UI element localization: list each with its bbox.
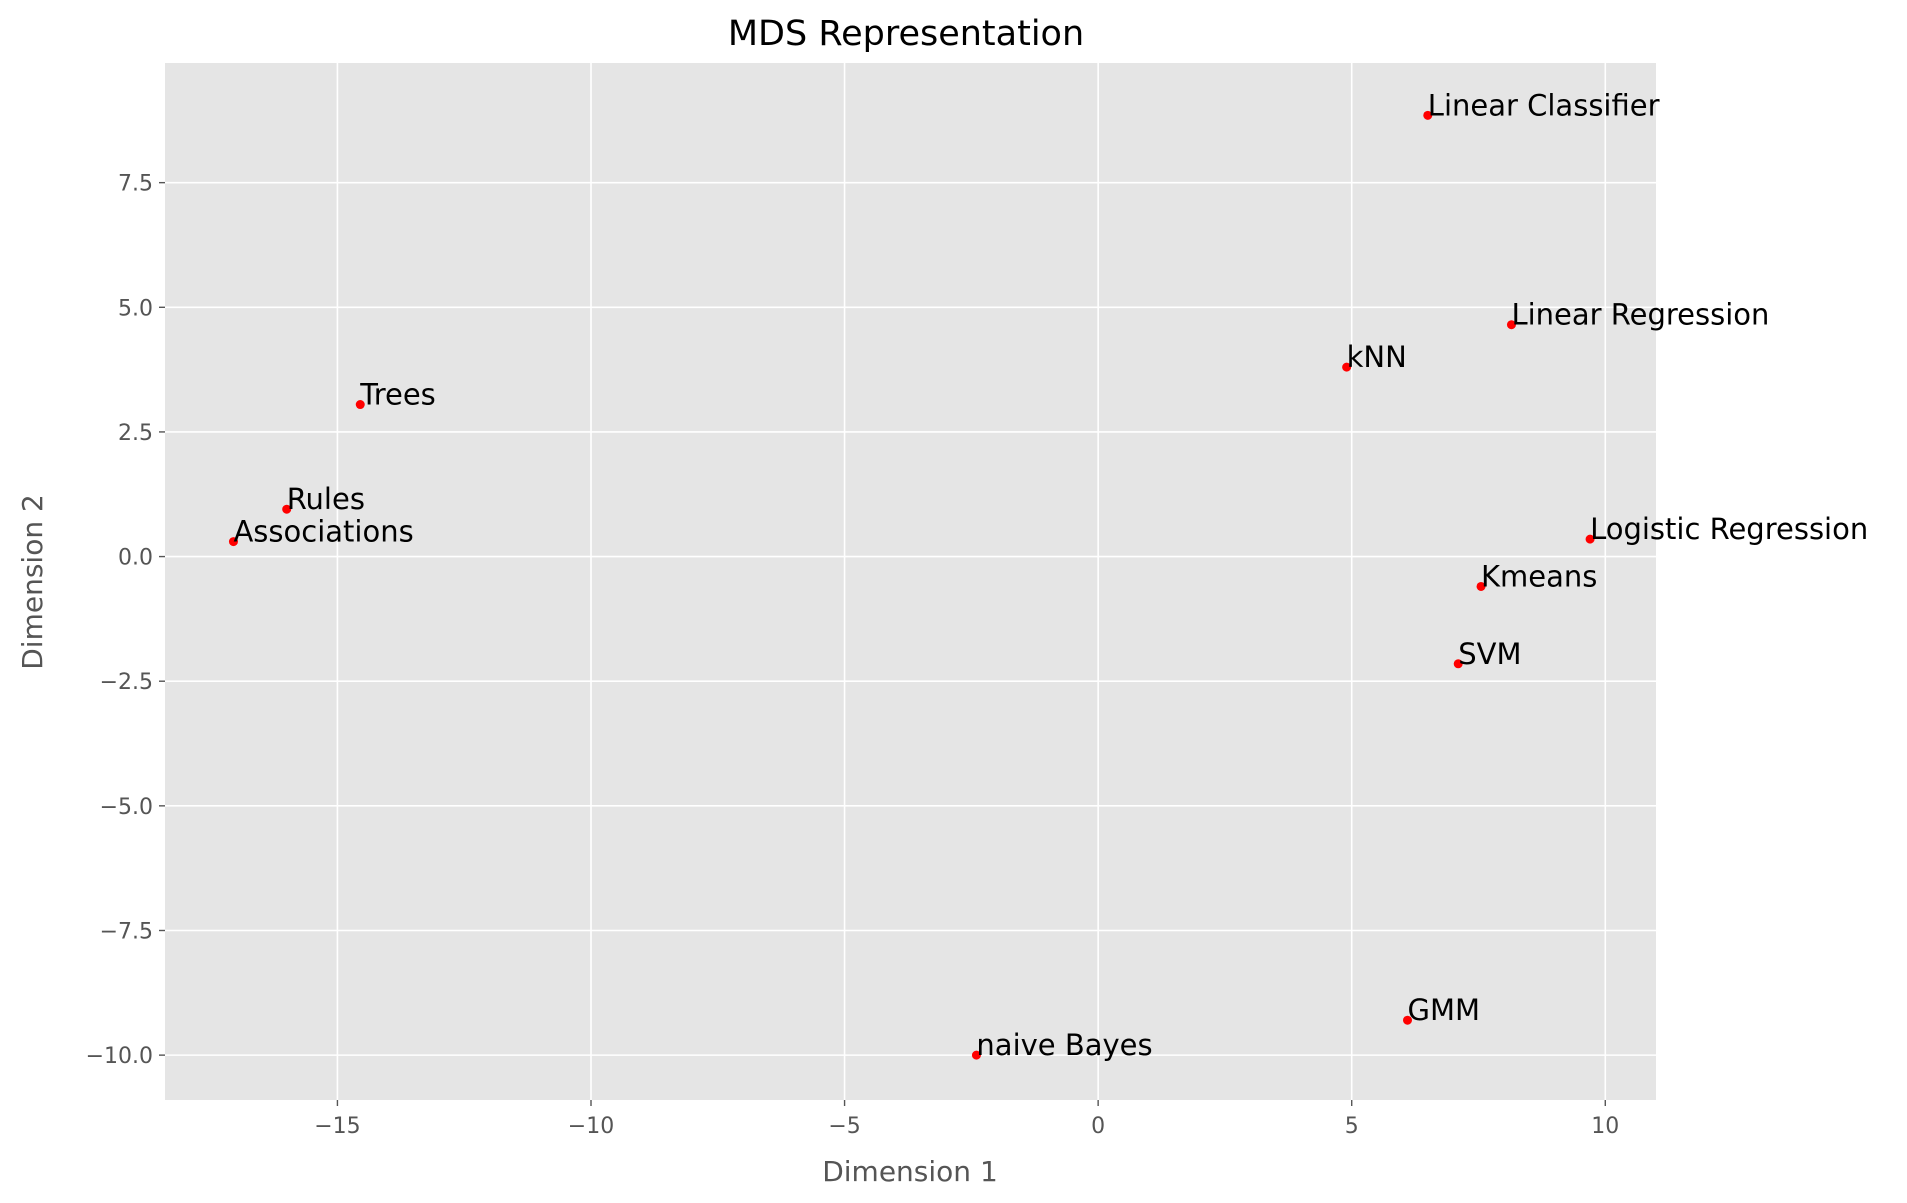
y-tick-label: 2.5 [118,421,153,446]
data-point [971,1050,981,1060]
y-axis-label: Dimension 2 [16,494,49,670]
y-tick-label: 0.0 [118,546,153,571]
x-axis-label: Dimension 1 [822,1155,998,1188]
y-tick-label: −10.0 [86,1044,153,1069]
y-tick-label: −2.5 [100,670,153,695]
point-label: Logistic Regression [1590,512,1868,546]
point-label: naive Bayes [976,1028,1152,1062]
data-point [1476,581,1486,591]
point-label: Trees [359,378,436,412]
x-tick-label: 10 [1591,1114,1619,1139]
data-point [1403,1015,1412,1025]
data-point [1506,320,1516,330]
data-point [1342,362,1352,372]
y-tick-label: −7.5 [100,919,153,944]
x-tick-label: −10 [568,1114,614,1139]
x-tick-label: 0 [1091,1114,1105,1139]
data-point [1423,110,1433,120]
point-label: SVM [1458,637,1521,671]
point-label: GMM [1408,993,1481,1027]
x-tick-label: −15 [314,1114,360,1139]
y-tick-label: 5.0 [118,296,153,321]
x-tick-label: −5 [828,1114,860,1139]
x-tick-label: 5 [1345,1114,1359,1139]
data-point [282,504,292,514]
data-point [355,400,365,410]
point-label: Kmeans [1481,559,1597,593]
point-label: Linear Regression [1511,298,1769,332]
chart-title: MDS Representation [728,14,1084,54]
y-tick-label: −5.0 [100,795,153,820]
axis-ticks: −15 −10 −5 0 5 10 −10.0 −7.5 −5.0 −2.5 0.0 2.5 5.0 7.… [86,172,1620,1139]
grid-lines [165,63,1656,1100]
data-point [1585,534,1595,544]
point-label: kNN [1347,340,1407,374]
data-point [1453,659,1463,669]
y-tick-label: 7.5 [118,172,153,197]
data-points: Linear Classifier Linear Regression kNN Tre… [228,88,1868,1062]
point-label: Linear Classifier [1428,88,1660,122]
data-point [228,537,238,547]
point-label: Associations [233,515,413,549]
point-label: Rules [287,482,365,516]
plot-area [165,63,1656,1100]
